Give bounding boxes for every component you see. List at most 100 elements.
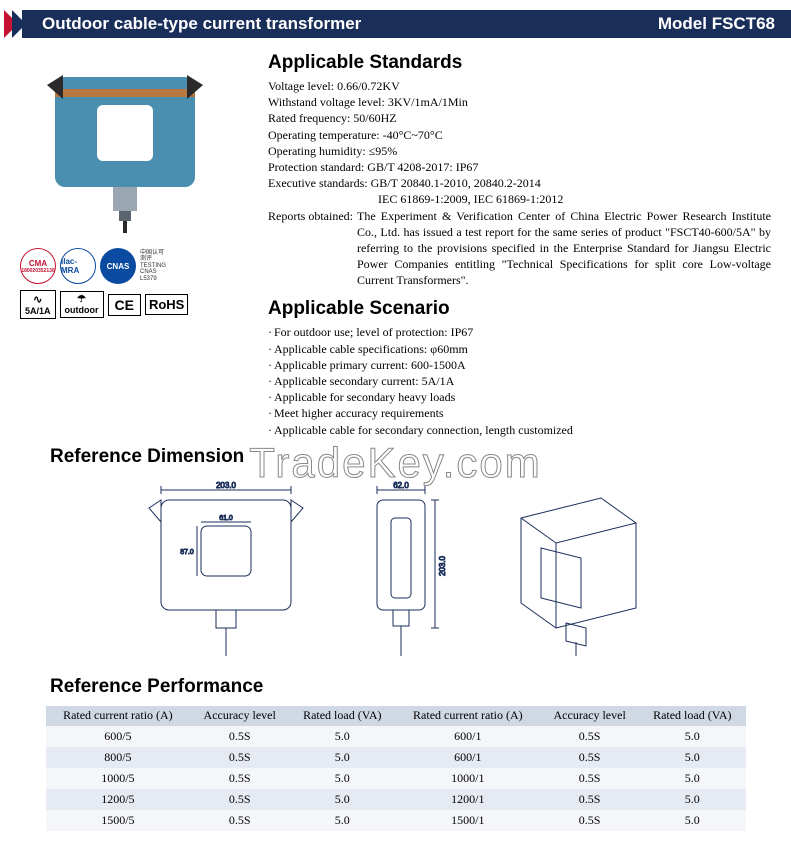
dim-aperture-w: 61.0 xyxy=(219,515,233,522)
dimension-drawings: 203.0 61.0 87.0 62.0 203.0 xyxy=(0,468,791,662)
cell: 0.5S xyxy=(190,810,289,831)
cn-line4: CNAS L5379 xyxy=(140,269,172,282)
header-bar: Outdoor cable-type current transformer M… xyxy=(0,8,791,40)
spec-protection: Protection standard: GB/T 4208-2017: IP6… xyxy=(268,159,771,175)
cell: 5.0 xyxy=(289,768,395,789)
spec-frequency: Rated frequency: 50/60HZ xyxy=(268,110,771,126)
scenario-item: Applicable cable specifications: φ60mm xyxy=(268,341,771,357)
scenario-item: Applicable secondary current: 5A/1A xyxy=(268,373,771,389)
cell: 0.5S xyxy=(540,726,639,747)
scenario-list: For outdoor use; level of protection: IP… xyxy=(268,324,771,437)
cell: 0.5S xyxy=(540,810,639,831)
cell: 0.5S xyxy=(190,789,289,810)
scenario-heading: Applicable Scenario xyxy=(268,298,771,320)
table-row: 800/5 0.5S 5.0 600/1 0.5S 5.0 xyxy=(46,747,746,768)
scenario-item: For outdoor use; level of protection: IP… xyxy=(268,324,771,340)
page-title: Outdoor cable-type current transformer xyxy=(42,14,361,34)
reports-label: Reports obtained: xyxy=(268,208,353,289)
cell: 0.5S xyxy=(190,768,289,789)
spec-withstand: Withstand voltage level: 3KV/1mA/1Min xyxy=(268,94,771,110)
side-view-drawing: 62.0 203.0 xyxy=(341,478,461,658)
cell: 5.0 xyxy=(639,726,745,747)
cell: 1200/5 xyxy=(46,789,191,810)
spec-executive2: IEC 61869-1:2009, IEC 61869-1:2012 xyxy=(268,191,771,207)
table-row: 1500/5 0.5S 5.0 1500/1 0.5S 5.0 xyxy=(46,810,746,831)
cell: 600/1 xyxy=(395,747,540,768)
rohs-box: RoHS xyxy=(145,294,188,315)
front-view-drawing: 203.0 61.0 87.0 xyxy=(131,478,321,658)
cell: 5.0 xyxy=(289,726,395,747)
header-chevrons xyxy=(4,10,20,38)
scenario-item: Applicable primary current: 600-1500A xyxy=(268,357,771,373)
dim-aperture-h: 87.0 xyxy=(180,549,194,556)
cell: 0.5S xyxy=(540,768,639,789)
cma-sub: 180020352130 xyxy=(21,268,54,274)
cell: 5.0 xyxy=(289,747,395,768)
right-column: Applicable Standards Voltage level: 0.66… xyxy=(268,52,771,438)
reports-block: Reports obtained: The Experiment & Verif… xyxy=(268,208,771,289)
col-header: Rated current ratio (A) xyxy=(395,706,540,726)
cell: 1000/5 xyxy=(46,768,191,789)
dim-front-width: 203.0 xyxy=(215,481,236,490)
cell: 0.5S xyxy=(190,747,289,768)
transformer-icon xyxy=(35,57,215,237)
cell: 1500/5 xyxy=(46,810,191,831)
table-header-row: Rated current ratio (A) Accuracy level R… xyxy=(46,706,746,726)
cell: 5.0 xyxy=(639,789,745,810)
col-header: Rated load (VA) xyxy=(639,706,745,726)
ce-box: CE xyxy=(108,294,141,316)
col-header: Rated current ratio (A) xyxy=(46,706,191,726)
certification-row-2: ∿ 5A/1A ☂ outdoor CE RoHS xyxy=(20,290,250,319)
table-row: 600/5 0.5S 5.0 600/1 0.5S 5.0 xyxy=(46,726,746,747)
product-image xyxy=(20,52,230,242)
scenario-item: Applicable for secondary heavy loads xyxy=(268,389,771,405)
model-label: Model FSCT68 xyxy=(658,14,775,34)
cn-text-block: 中国认可 测评 TESTING CNAS L5379 xyxy=(140,250,172,283)
outdoor-label: outdoor xyxy=(65,305,99,315)
cn-line2: 测评 xyxy=(140,256,172,263)
cell: 800/5 xyxy=(46,747,191,768)
cell: 0.5S xyxy=(540,747,639,768)
certification-row-1: CMA 180020352130 ilac-MRA CNAS 中国认可 测评 T… xyxy=(20,248,250,284)
cell: 600/1 xyxy=(395,726,540,747)
ilac-label: ilac-MRA xyxy=(61,257,95,275)
iso-view-drawing xyxy=(481,478,661,658)
left-column: CMA 180020352130 ilac-MRA CNAS 中国认可 测评 T… xyxy=(20,52,250,438)
scenario-item: Applicable cable for secondary connectio… xyxy=(268,422,771,438)
table-row: 1000/5 0.5S 5.0 1000/1 0.5S 5.0 xyxy=(46,768,746,789)
dim-side-width: 62.0 xyxy=(393,481,409,490)
reports-text: The Experiment & Verification Center of … xyxy=(353,208,771,289)
scenario-item: Meet higher accuracy requirements xyxy=(268,405,771,421)
cn-line3: TESTING xyxy=(140,263,172,270)
spec-voltage: Voltage level: 0.66/0.72KV xyxy=(268,78,771,94)
ref-dimension-heading: Reference Dimension xyxy=(0,446,791,468)
dim-side-height: 203.0 xyxy=(438,555,447,576)
cma-label: CMA xyxy=(29,259,47,268)
spec-executive1: Executive standards: GB/T 20840.1-2010, … xyxy=(268,175,771,191)
title-strip: Outdoor cable-type current transformer M… xyxy=(22,10,791,38)
table-row: 1200/5 0.5S 5.0 1200/1 0.5S 5.0 xyxy=(46,789,746,810)
cell: 1200/1 xyxy=(395,789,540,810)
cell: 5.0 xyxy=(639,768,745,789)
cnas-badge: CNAS xyxy=(100,248,136,284)
cell: 0.5S xyxy=(540,789,639,810)
outdoor-box: ☂ outdoor xyxy=(60,291,104,318)
col-header: Accuracy level xyxy=(540,706,639,726)
cma-badge: CMA 180020352130 xyxy=(20,248,56,284)
cell: 0.5S xyxy=(190,726,289,747)
cell: 600/5 xyxy=(46,726,191,747)
performance-table: Rated current ratio (A) Accuracy level R… xyxy=(46,706,746,831)
cell: 5.0 xyxy=(639,810,745,831)
col-header: Rated load (VA) xyxy=(289,706,395,726)
cell: 5.0 xyxy=(289,789,395,810)
spec-humidity: Operating humidity: ≤95% xyxy=(268,143,771,159)
cnas-label: CNAS xyxy=(107,262,130,271)
top-section: CMA 180020352130 ilac-MRA CNAS 中国认可 测评 T… xyxy=(0,40,791,438)
rohs-label: RoHS xyxy=(149,297,184,312)
cell: 5.0 xyxy=(639,747,745,768)
standards-heading: Applicable Standards xyxy=(268,52,771,74)
ce-label: CE xyxy=(115,297,134,313)
table-body: 600/5 0.5S 5.0 600/1 0.5S 5.0 800/5 0.5S… xyxy=(46,726,746,831)
sa-box: ∿ 5A/1A xyxy=(20,290,56,319)
cell: 1500/1 xyxy=(395,810,540,831)
